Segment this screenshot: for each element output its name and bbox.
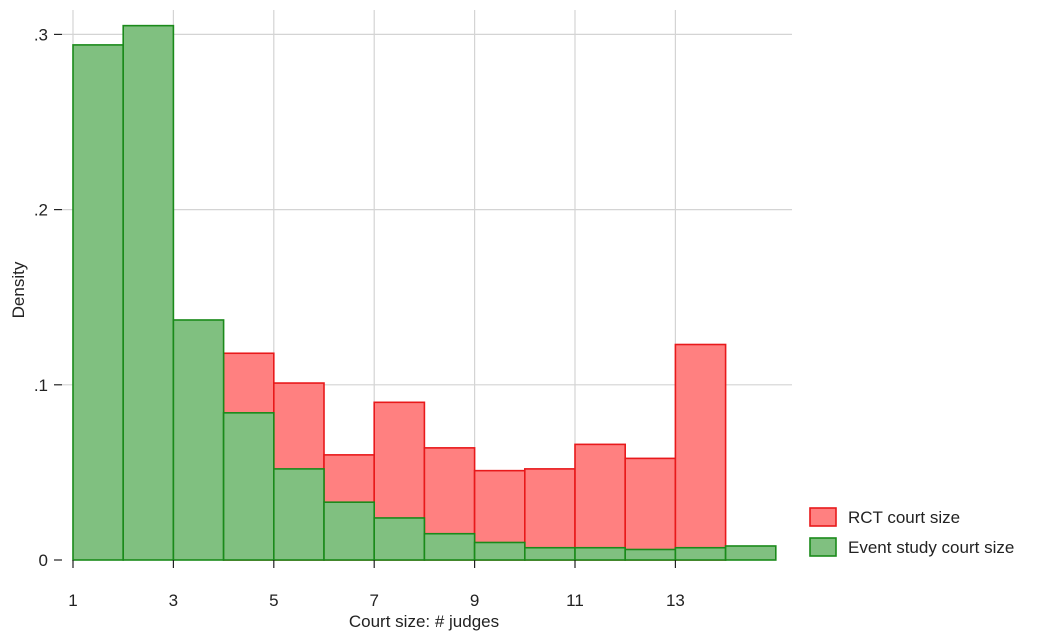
legend-item: RCT court size (809, 507, 960, 527)
histogram-bar (473, 541, 526, 561)
histogram-bar (423, 532, 476, 561)
legend-swatch (809, 537, 837, 557)
y-tick-label: .2 (34, 201, 48, 220)
x-tick-label: 1 (68, 591, 77, 610)
histogram-bar (624, 457, 677, 561)
x-tick-label: 9 (470, 591, 479, 610)
legend: RCT court size Event study court size (809, 507, 1014, 557)
x-tick-label: 11 (566, 591, 584, 610)
legend-item: Event study court size (809, 537, 1014, 557)
histogram-bar (373, 517, 426, 561)
histogram-bar (523, 546, 576, 561)
x-tick-label: 5 (269, 591, 278, 610)
histogram-bar (122, 24, 175, 561)
histogram-bar (523, 468, 576, 561)
y-axis-title: Density (9, 261, 28, 318)
y-tick-label: .1 (34, 376, 48, 395)
histogram-bar (674, 343, 727, 561)
legend-label: Event study court size (848, 538, 1014, 557)
legend-label: RCT court size (848, 508, 960, 527)
histogram-bar (674, 546, 727, 561)
histogram-bar (624, 548, 677, 561)
histogram-bar (574, 443, 627, 561)
x-tick-label: 3 (169, 591, 178, 610)
legend-swatch (809, 507, 837, 527)
histogram-bar (272, 468, 325, 561)
histogram-bar (574, 546, 627, 561)
y-tick-label: 0 (39, 551, 48, 570)
x-axis-title: Court size: # judges (349, 612, 499, 631)
axes: 1 3 5 7 9 11 130.1.2.3 (34, 25, 685, 610)
x-tick-label: 7 (369, 591, 378, 610)
y-tick-label: .3 (34, 25, 48, 44)
histogram-bar (323, 501, 376, 561)
bars (72, 24, 777, 561)
histogram-bar (222, 412, 275, 561)
histogram-bar (172, 319, 225, 561)
histogram-bar (724, 545, 777, 561)
x-tick-label: 13 (666, 591, 685, 610)
series-event-study (72, 24, 777, 561)
histogram-bar (72, 44, 125, 561)
